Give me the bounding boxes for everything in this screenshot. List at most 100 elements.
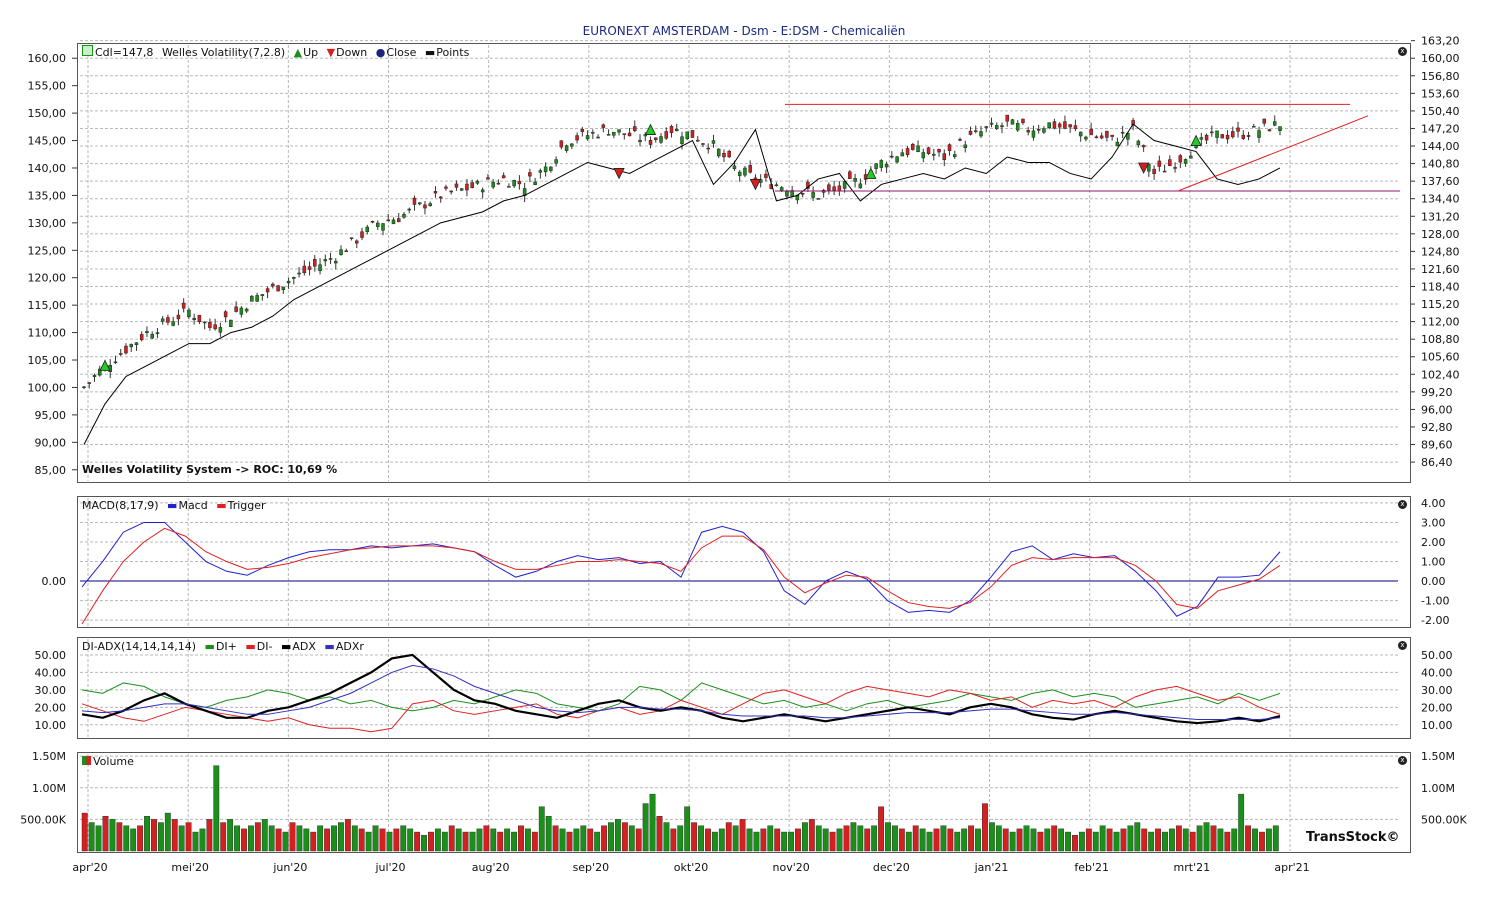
adx-left-tick-label: 10.00 bbox=[35, 719, 67, 732]
adx-line-icon: ▬ bbox=[280, 640, 292, 653]
volume-bar bbox=[441, 831, 448, 852]
adx-left-tick-label: 50.00 bbox=[35, 649, 67, 662]
candle-body bbox=[543, 166, 548, 173]
candle-body bbox=[921, 152, 926, 159]
volume-bar bbox=[296, 825, 303, 852]
volume-bar bbox=[1127, 825, 1134, 852]
candle-body bbox=[737, 171, 742, 176]
volume-bar bbox=[857, 825, 864, 852]
volume-bar bbox=[137, 825, 144, 852]
candle-body bbox=[1157, 160, 1162, 167]
volume-bar bbox=[898, 828, 905, 852]
x-axis-month-label: jun'20 bbox=[272, 861, 307, 874]
price-right-tick-label: 160,00 bbox=[1421, 52, 1460, 65]
macd-legend-name: MACD(8,17,9) bbox=[82, 499, 159, 512]
adx-panel-close-icon[interactable]: x bbox=[1398, 641, 1407, 650]
price-right-tick-label: 86,40 bbox=[1421, 456, 1453, 469]
candle-body bbox=[1099, 135, 1104, 139]
candle-body bbox=[113, 361, 118, 364]
candle-body bbox=[438, 196, 443, 199]
price-right-tick-label: 89,60 bbox=[1421, 439, 1453, 452]
adx-right-tick-label: 50.00 bbox=[1421, 649, 1453, 662]
candle-body bbox=[355, 240, 359, 244]
candle-body bbox=[958, 139, 962, 141]
macd-right-tick-label: 4.00 bbox=[1421, 497, 1446, 510]
volume-bar bbox=[476, 828, 483, 852]
candle-body bbox=[496, 182, 501, 185]
volume-bar bbox=[559, 828, 566, 852]
x-axis-month-label: jan'21 bbox=[974, 861, 1009, 874]
volume-bar bbox=[358, 828, 365, 852]
volume-bar bbox=[206, 819, 213, 852]
volume-bar bbox=[400, 825, 407, 852]
candle-body bbox=[281, 286, 286, 291]
volume-bar bbox=[171, 819, 178, 852]
volume-panel-close-icon[interactable]: x bbox=[1398, 756, 1407, 765]
volume-bar bbox=[982, 803, 988, 852]
candle-body bbox=[680, 136, 684, 144]
volume-bar bbox=[885, 822, 891, 852]
x-axis-month-label: okt'20 bbox=[674, 861, 708, 874]
volume-bar bbox=[116, 822, 123, 852]
volume-bar bbox=[268, 825, 275, 852]
price-right-tick-label: 144,00 bbox=[1421, 140, 1460, 153]
price-right-tick-label: 108,80 bbox=[1421, 333, 1460, 346]
candle-body bbox=[318, 264, 322, 272]
candle-body bbox=[638, 139, 642, 143]
volume-bar bbox=[310, 831, 317, 852]
volume-bar bbox=[1162, 831, 1168, 852]
candle-body bbox=[659, 136, 663, 143]
volume-bar bbox=[552, 825, 559, 852]
candle-body bbox=[1162, 170, 1167, 173]
volume-bar bbox=[580, 825, 587, 852]
candle-body bbox=[580, 129, 585, 132]
candle-body bbox=[1089, 128, 1093, 136]
candle-body bbox=[932, 153, 936, 156]
candle-body bbox=[1068, 124, 1072, 128]
volume-bar bbox=[1189, 831, 1196, 852]
candle-body bbox=[454, 183, 459, 188]
volume-bar bbox=[995, 825, 1002, 852]
volume-bar bbox=[760, 828, 767, 852]
volume-bar bbox=[1259, 831, 1265, 852]
candle-body bbox=[837, 185, 842, 192]
macd-panel-close-icon[interactable]: x bbox=[1398, 500, 1407, 509]
volume-bar bbox=[1106, 828, 1113, 852]
volume-bar bbox=[573, 828, 580, 852]
volume-bar bbox=[157, 822, 164, 852]
volume-bar bbox=[933, 828, 940, 852]
price-right-tick-label: 150,40 bbox=[1421, 105, 1460, 118]
welles-points-line bbox=[83, 123, 1281, 445]
volume-bar bbox=[1092, 831, 1099, 852]
volume-bar bbox=[511, 831, 517, 852]
volume-legend-icon bbox=[82, 756, 91, 765]
uptrend-line bbox=[1177, 115, 1369, 192]
candle-body bbox=[947, 144, 952, 151]
macd-series-trigger bbox=[81, 527, 1281, 625]
candle-body bbox=[501, 175, 506, 179]
macd-right-tick-label: 2.00 bbox=[1421, 536, 1446, 549]
macd-legend-label: Macd bbox=[178, 499, 208, 512]
candle-body bbox=[617, 129, 621, 133]
price-right-tick-label: 134,40 bbox=[1421, 193, 1460, 206]
x-axis-month-label: sep'20 bbox=[573, 861, 610, 874]
x-axis-month-label: apr'20 bbox=[72, 861, 107, 874]
price-left-tick-label: 95,00 bbox=[35, 409, 67, 422]
volume-bar bbox=[261, 819, 268, 852]
volume-bar bbox=[774, 828, 781, 852]
price-left-tick-label: 125,00 bbox=[28, 244, 67, 257]
candle-body bbox=[606, 134, 611, 136]
price-right-tick-label: 105,60 bbox=[1421, 351, 1460, 364]
volume-bar bbox=[1002, 828, 1009, 852]
price-panel-close-icon[interactable]: x bbox=[1398, 47, 1407, 56]
candle-body bbox=[286, 280, 291, 284]
candle-body bbox=[223, 311, 228, 318]
candle-body bbox=[685, 131, 689, 140]
volume-bar bbox=[1169, 828, 1175, 852]
candle-body bbox=[417, 202, 422, 205]
candle-body bbox=[213, 324, 217, 330]
candle-body bbox=[1036, 129, 1041, 131]
candle-body bbox=[407, 208, 411, 211]
candle-body bbox=[197, 314, 202, 322]
candle-body bbox=[381, 223, 385, 231]
